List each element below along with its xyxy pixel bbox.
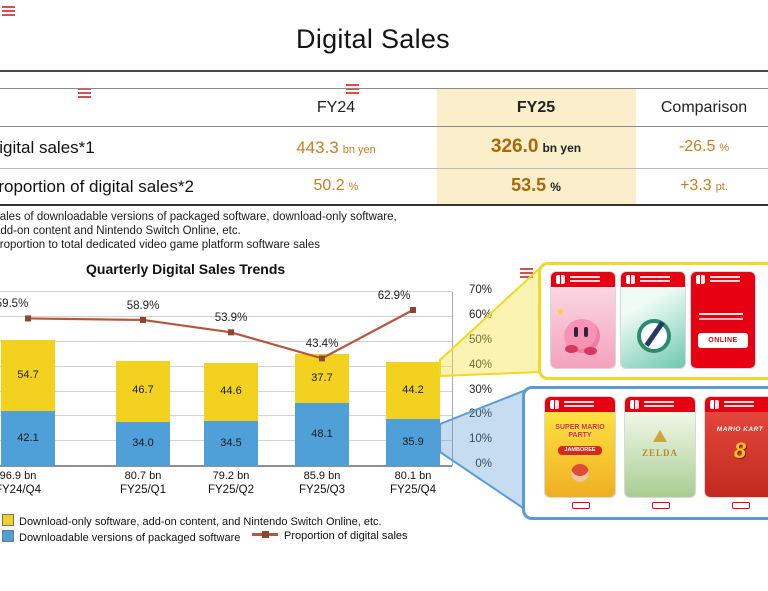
zelda-title: ZELDA (641, 448, 678, 458)
page-title: Digital Sales (296, 24, 450, 54)
line-marker-icon (252, 531, 278, 538)
nintendo-logo-mini (572, 502, 590, 509)
col-header-comparison: Comparison (660, 99, 748, 116)
nintendo-switch-logo (626, 275, 630, 284)
nintendo-switch-logo (696, 275, 700, 284)
nso-online-label: ONLINE (698, 333, 748, 348)
nintendo-logo-mini (652, 502, 670, 509)
nintendo-switch-logo (630, 400, 634, 409)
nintendo-switch-logo (550, 400, 554, 409)
kirby-character (564, 319, 600, 353)
nintendo-switch-band (545, 397, 615, 412)
legend-label: Download-only software, add-on content, … (19, 516, 382, 528)
col-header-fy24: FY24 (316, 99, 356, 116)
mario-kart-title: MARIO KART (716, 426, 764, 433)
nintendo-switch-online-card: ONLINE (691, 272, 755, 368)
callout-yellow (439, 265, 541, 378)
chart-title: Quarterly Digital Sales Trends (86, 261, 286, 277)
fy25-highlight-column (437, 88, 636, 206)
table-border-bottom (0, 204, 768, 206)
packaged-games-box: SUPER MARIO PARTY JAMBOREE ZELDA MARIO K… (522, 386, 768, 520)
red-annotation-artifact (520, 268, 533, 279)
mario-party-title: SUPER MARIO PARTY (555, 424, 605, 439)
cell-fy25-digital-sales: 326.0 bn yen (456, 136, 616, 158)
legend-label: Proportion of digital sales (284, 530, 408, 542)
unit: bn yen (542, 141, 582, 155)
red-annotation-artifact (78, 88, 91, 99)
blue-swatch-icon (2, 530, 14, 542)
download-only-games-box: ★ ONLINE (538, 262, 768, 380)
mario-kart-8-card: MARIO KART 8 (705, 397, 768, 497)
footnote-1b: add-on content and Nintendo Switch Onlin… (0, 225, 241, 237)
legend-item-download-only: Download-only software, add-on content, … (2, 514, 382, 528)
value: 443.3 (296, 138, 339, 157)
star-icon: ★ (556, 307, 565, 318)
yellow-swatch-icon (2, 514, 14, 526)
zelda-echoes-of-wisdom-card: ZELDA (625, 397, 695, 497)
nintendo-switch-band (551, 272, 615, 287)
value: -26.5 (678, 138, 716, 155)
nintendo-logo-mini (732, 502, 750, 509)
unit: bn yen (342, 144, 376, 156)
pokemon-legends-za-game-card (621, 272, 685, 368)
legend-item-proportion: Proportion of digital sales (252, 530, 408, 542)
jamboree-label: JAMBOREE (558, 446, 602, 455)
col-header-fy25: FY25 (516, 99, 556, 116)
cell-comparison-digital-sales: -26.5 % (634, 138, 768, 156)
triforce-icon (653, 430, 667, 442)
red-annotation-artifact (2, 6, 15, 17)
unit: % (719, 142, 730, 154)
super-mario-party-jamboree-card: SUPER MARIO PARTY JAMBOREE (545, 397, 615, 497)
mario-face (571, 464, 589, 482)
table-border-top (0, 88, 768, 89)
value: +3.3 (680, 177, 712, 194)
nintendo-switch-band (705, 397, 768, 412)
legend-label: Downloadable versions of packaged softwa… (19, 532, 241, 544)
legend-item-packaged: Downloadable versions of packaged softwa… (2, 530, 240, 544)
cell-fy24-proportion: 50.2 % (256, 177, 416, 195)
row-label-proportion: Proportion of digital sales*2 (0, 177, 194, 196)
table-line-row (0, 168, 768, 169)
value: 326.0 (490, 136, 539, 157)
footnote-2: *2 Proportion to total dedicated video g… (0, 239, 320, 251)
title-underline (0, 70, 768, 72)
mario-kart-8: 8 (733, 438, 747, 463)
value: 50.2 (313, 177, 345, 194)
cell-fy25-proportion: 53.5 % (456, 175, 616, 196)
kirby-game-card: ★ (551, 272, 615, 368)
red-annotation-artifact (346, 84, 359, 95)
nintendo-switch-band (621, 272, 685, 287)
nintendo-switch-band (625, 397, 695, 412)
nintendo-switch-logo (710, 400, 714, 409)
nintendo-switch-logo (556, 275, 560, 284)
footnote-1: *1 Sales of downloadable versions of pac… (0, 211, 397, 223)
unit: pt. (715, 181, 728, 193)
unit: % (348, 181, 359, 193)
cell-comparison-proportion: +3.3 pt. (634, 177, 768, 195)
table-line-header (0, 126, 768, 127)
callout-blue (439, 388, 527, 512)
nintendo-switch-band (691, 272, 755, 287)
value: 53.5 (511, 175, 547, 195)
cell-fy24-digital-sales: 443.3 bn yen (256, 138, 416, 158)
row-label-digital-sales: Digital sales*1 (0, 138, 95, 157)
unit: % (550, 180, 561, 194)
za-emblem (637, 319, 671, 353)
